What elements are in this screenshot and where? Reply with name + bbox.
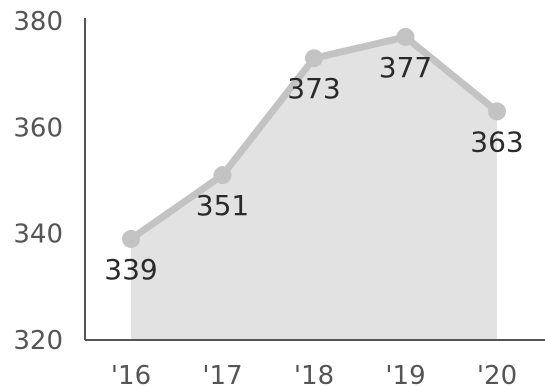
data-label: 363: [470, 125, 523, 158]
data-point-18: [305, 49, 323, 68]
data-label: 373: [287, 72, 340, 105]
y-tick-label: 320: [13, 326, 63, 356]
x-tick-labels: '16 '17 '18 '19 '20: [111, 361, 517, 387]
x-tick-label: '17: [202, 361, 242, 387]
x-tick-label: '20: [477, 361, 517, 387]
data-labels: 339 351 373 377 363: [104, 51, 523, 286]
x-tick-label: '16: [111, 361, 151, 387]
data-point-20: [488, 102, 506, 121]
x-tick-label: '19: [385, 361, 425, 387]
y-tick-labels: 320 340 360 380: [13, 7, 63, 356]
data-point-19: [396, 27, 415, 46]
data-point-16: [122, 229, 140, 248]
x-tick-label: '18: [294, 361, 334, 387]
area-fill: [131, 36, 497, 340]
y-tick-label: 340: [13, 220, 63, 250]
data-points: [122, 27, 506, 248]
y-tick-label: 380: [13, 7, 63, 37]
data-label: 339: [104, 253, 157, 286]
data-label: 377: [379, 51, 432, 84]
data-point-17: [213, 166, 232, 185]
y-tick-label: 360: [13, 113, 63, 143]
data-label: 351: [196, 189, 249, 222]
